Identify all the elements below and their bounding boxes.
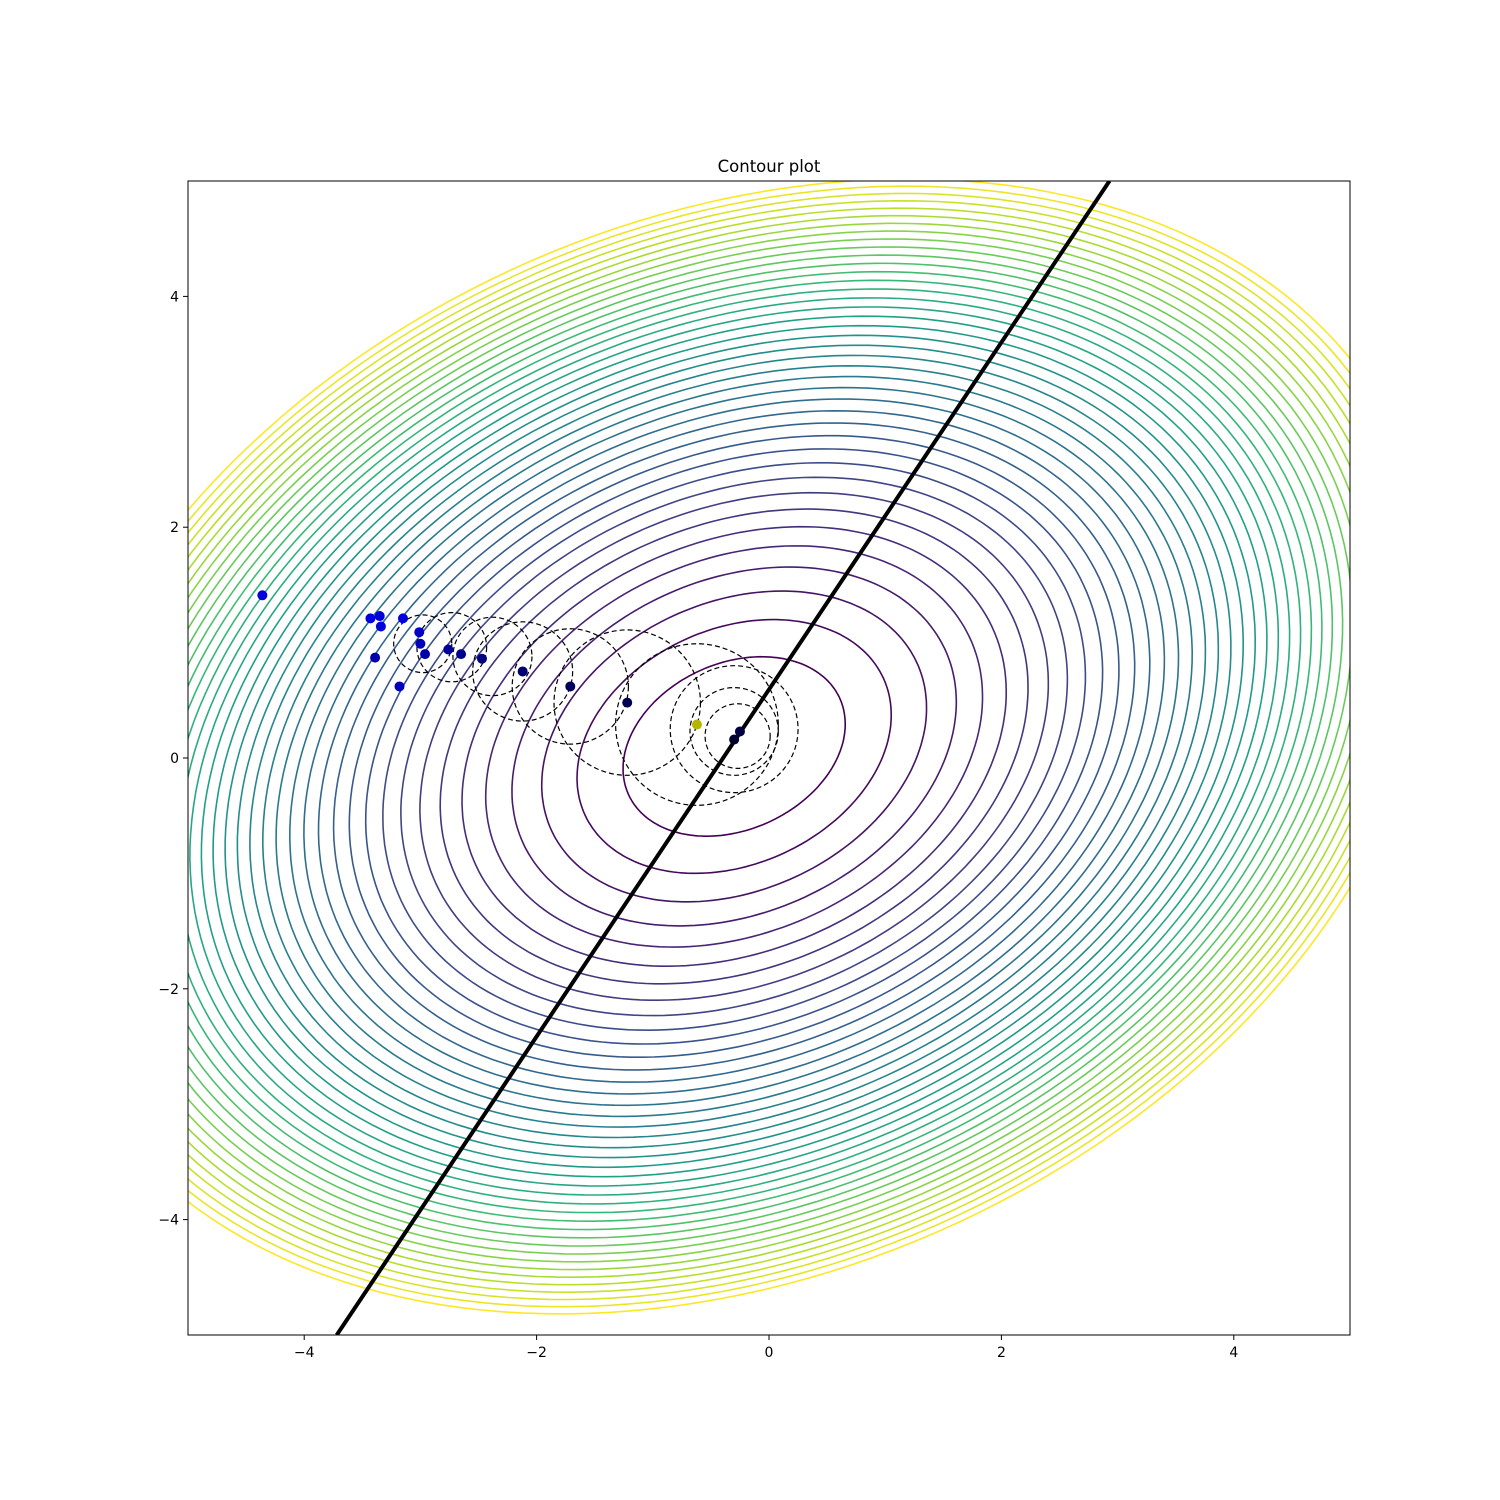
iterate-point [691, 719, 702, 730]
contour-level [188, 279, 1313, 1214]
x-tick-label: −4 [294, 1345, 315, 1361]
contour-level [224, 334, 1245, 1159]
contour-level [332, 422, 1136, 1071]
contour-level [348, 434, 1120, 1058]
x-tick-label: −2 [526, 1345, 547, 1361]
contour-level [261, 364, 1207, 1128]
contour-level [317, 409, 1151, 1083]
line-layer [335, 181, 1112, 1335]
contour-level [275, 375, 1194, 1118]
y-tick-label: 0 [170, 751, 179, 767]
contour-level [188, 181, 1350, 1315]
contour-level [461, 525, 1007, 967]
iterate-point [565, 681, 576, 692]
contour-level [540, 590, 928, 903]
contour-level [188, 207, 1350, 1286]
y-tick-label: −2 [158, 982, 179, 998]
contour-level [576, 618, 892, 875]
x-tick-label: 2 [997, 1345, 1006, 1361]
iterate-point [517, 666, 528, 677]
x-tick-label: 0 [765, 1345, 774, 1361]
contour-level [288, 386, 1180, 1107]
dashed-circle [472, 621, 574, 722]
iterate-point [365, 613, 376, 624]
iterate-point [415, 638, 426, 649]
x-axis: −4 −2 0 2 4 [294, 1335, 1238, 1361]
contour-level [400, 476, 1069, 1017]
dashed-circle [393, 614, 453, 674]
iterate-point [397, 613, 408, 624]
iterate-point [414, 627, 425, 638]
contour-level [188, 254, 1344, 1239]
iterate-point [729, 734, 740, 745]
contour-level [249, 354, 1220, 1139]
line-series [335, 181, 1112, 1335]
iterate-points [257, 590, 745, 745]
iterate-point [370, 652, 381, 663]
contour-level [188, 199, 1350, 1294]
contour-level [419, 491, 1050, 1001]
dashed-circle [511, 628, 629, 745]
iterate-point [394, 681, 405, 692]
chart-title: Contour plot [718, 157, 821, 176]
contour-level [439, 508, 1029, 985]
contour-level [188, 288, 1302, 1205]
iterate-point [456, 649, 467, 660]
contour-level [188, 230, 1350, 1263]
trust-region-circles [393, 611, 799, 806]
contour-level [188, 297, 1291, 1196]
contour-level [189, 306, 1280, 1187]
dashed-circle [615, 643, 779, 806]
contour-level [188, 238, 1350, 1255]
dashed-circle [669, 665, 799, 794]
iterate-point [374, 611, 385, 622]
dashed-circle [689, 687, 779, 776]
x-tick-label: 4 [1229, 1345, 1238, 1361]
contour-lines [188, 181, 1350, 1315]
contour-level [188, 192, 1350, 1301]
contour-level [200, 315, 1268, 1178]
y-tick-label: −4 [158, 1213, 179, 1229]
contour-level [622, 655, 846, 837]
iterate-point [734, 726, 745, 737]
y-axis: −4 −2 0 2 4 [158, 289, 188, 1229]
contour-level [484, 545, 984, 948]
contour-level [188, 262, 1334, 1231]
iterate-point [443, 644, 454, 655]
iterate-point [420, 649, 431, 660]
contour-level [511, 566, 958, 927]
contour-level [188, 185, 1350, 1308]
contour-level [236, 344, 1232, 1149]
iterate-point [257, 590, 268, 601]
contour-level [188, 246, 1350, 1247]
contour-level [364, 448, 1104, 1045]
contour-level [188, 214, 1350, 1279]
y-tick-label: 2 [170, 520, 179, 536]
contour-level [303, 398, 1166, 1095]
contour-level [188, 270, 1323, 1223]
contour-level [212, 324, 1257, 1169]
iterate-point [375, 621, 386, 632]
contour-level [188, 222, 1350, 1271]
dashed-circle [452, 616, 533, 697]
dashed-circle [704, 703, 771, 769]
iterate-point [622, 697, 633, 708]
contour-level [382, 462, 1087, 1032]
y-tick-label: 4 [170, 289, 179, 305]
iterate-point [476, 653, 487, 664]
